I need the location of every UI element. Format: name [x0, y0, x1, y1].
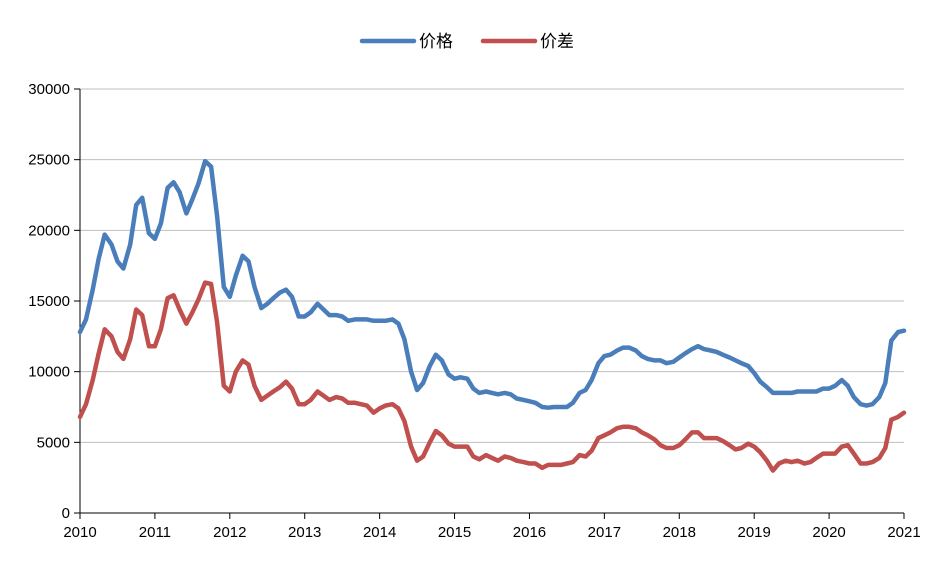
- x-tick-label: 2018: [663, 524, 696, 541]
- legend-label: 价差: [540, 32, 574, 52]
- y-tick-label: 20000: [28, 222, 70, 239]
- y-tick-label: 5000: [37, 434, 70, 451]
- axes: 0 5000 10000 15000 20000 25000 30000 2010 2011 20…: [28, 81, 920, 541]
- x-tick-label: 2013: [288, 524, 321, 541]
- legend-label: 价格: [419, 32, 453, 52]
- x-tick-label: 2010: [63, 524, 96, 541]
- y-tick-label: 0: [62, 505, 70, 522]
- series-lines: [77, 158, 907, 473]
- x-tick-label: 2012: [213, 524, 246, 541]
- y-tick-label: 15000: [28, 293, 70, 310]
- series-line-spread: [77, 280, 907, 473]
- x-tick-label: 2014: [363, 524, 396, 541]
- x-tick-label: 2019: [737, 524, 770, 541]
- legend: 价格 价差: [359, 32, 574, 52]
- y-tick-label: 30000: [28, 81, 70, 98]
- x-tick-label: 2017: [588, 524, 621, 541]
- x-tick-label: 2015: [438, 524, 471, 541]
- x-tick-label: 2020: [812, 524, 845, 541]
- series-line-price: [77, 158, 907, 410]
- y-tick-label: 10000: [28, 364, 70, 381]
- x-tick-label: 2016: [513, 524, 546, 541]
- y-tick-label: 25000: [28, 152, 70, 169]
- x-tick-label: 2011: [139, 524, 171, 541]
- x-tick-label: 2021: [887, 524, 920, 541]
- gridlines: [80, 88, 904, 443]
